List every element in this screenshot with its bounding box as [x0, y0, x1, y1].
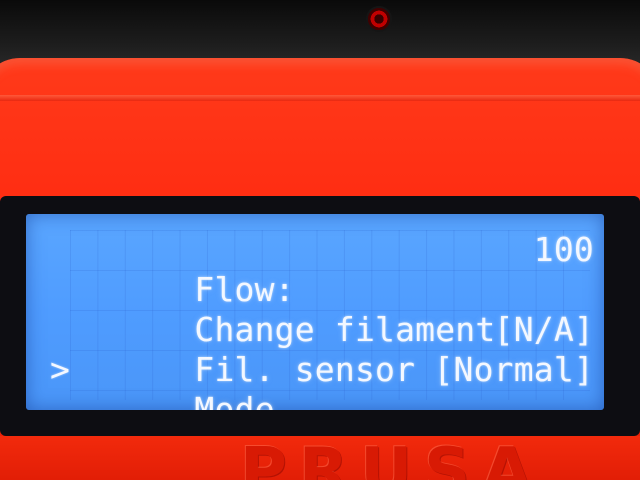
selection-cursor-icon: > [50, 350, 70, 389]
bezel-bottom [0, 436, 640, 480]
fil-sensor-label: Fil. sensor [194, 350, 416, 389]
change-filament-label: Change filament [194, 310, 496, 349]
brand-logo: PRUSA [240, 435, 544, 480]
menu-item-flow[interactable]: Flow: 100 [74, 230, 594, 309]
bezel-ridge [0, 95, 640, 101]
flow-label: Flow: [194, 270, 295, 309]
menu-item-change-filament[interactable]: Change filament [74, 270, 594, 349]
fil-sensor-value: [N/A] [493, 310, 594, 349]
reset-button[interactable] [366, 6, 392, 32]
menu-item-mode[interactable]: Mode [Normal] [74, 350, 594, 410]
flow-value: 100 [533, 230, 594, 269]
lcd-character-grid [70, 230, 590, 400]
mode-label: Mode [194, 390, 275, 410]
lcd-screen: Flow: 100 Change filament Fil. sensor [N… [26, 214, 604, 410]
menu-item-fil-sensor[interactable]: Fil. sensor [N/A] [74, 310, 594, 389]
mode-value: [Normal] [433, 350, 594, 389]
